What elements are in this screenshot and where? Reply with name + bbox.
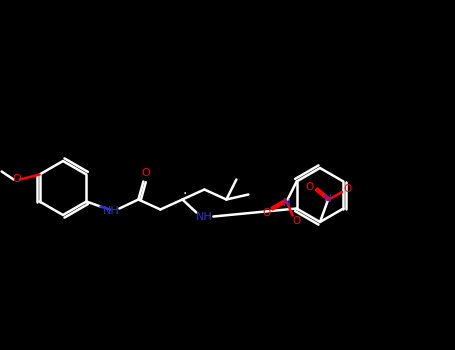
Text: ·: · — [182, 187, 187, 201]
Text: NH: NH — [196, 212, 213, 223]
Text: O: O — [293, 216, 301, 225]
Text: N: N — [283, 198, 290, 209]
Text: O: O — [141, 168, 150, 178]
Text: O: O — [12, 175, 21, 184]
Text: O: O — [263, 208, 271, 217]
Text: N: N — [324, 194, 332, 204]
Text: NH: NH — [103, 205, 120, 216]
Text: O: O — [344, 184, 352, 194]
Text: O: O — [306, 182, 314, 192]
